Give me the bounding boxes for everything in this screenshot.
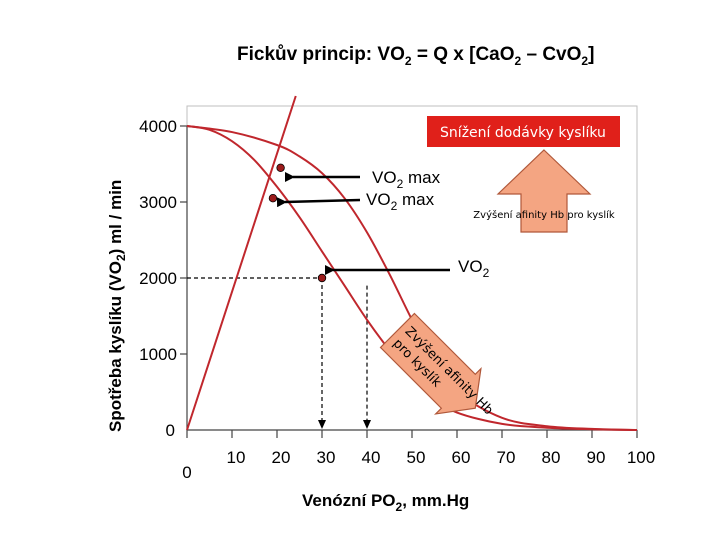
y-axis-label: Spotřeba kyslíku (VO2) ml / min [106, 180, 128, 432]
vertical-guide-arrowhead [318, 420, 326, 429]
x-tick-label: 30 [317, 448, 336, 467]
curve-increased-affinity [186, 125, 638, 431]
x-tick-label: 20 [272, 448, 291, 467]
reduced-delivery-box [427, 116, 620, 147]
y-tick-label: 3000 [139, 193, 177, 212]
x-tick-label: 60 [452, 448, 471, 467]
plot-area [186, 105, 638, 431]
curve-marker [317, 273, 327, 283]
curve-marker [268, 193, 278, 203]
x-axis-label: Venózní PO2, mm.Hg [302, 491, 469, 514]
chart-title: Fickův princip: VO2 = Q x [CaO2 – CvO2] [237, 44, 594, 68]
x-tick-label: 40 [362, 448, 381, 467]
x-tick-label: 100 [627, 448, 655, 467]
y-tick-label: 2000 [139, 269, 177, 288]
x-tick-label: 90 [587, 448, 606, 467]
curve-normal [186, 125, 638, 431]
x-tick-label: 10 [227, 448, 246, 467]
vo2max-pointer-2 [276, 197, 361, 208]
y-tick-label: 1000 [139, 345, 177, 364]
x-tick-label: 50 [407, 448, 426, 467]
x-tick-label: 0 [182, 463, 191, 482]
y-tick-label: 0 [166, 421, 175, 440]
increased-affinity-text: Zvýšení afinity Hb pro kyslík [473, 209, 615, 221]
affinity-up-arrow [496, 149, 592, 233]
x-tick-label: 80 [542, 448, 561, 467]
vo2max-label-1: VO2 max [372, 168, 441, 191]
x-tick-label: 70 [497, 448, 516, 467]
reduced-delivery-text: Snížení dodávky kyslíku [440, 125, 606, 141]
vo2-label: VO2 [458, 257, 490, 280]
y-tick-label: 4000 [139, 117, 177, 136]
vertical-guide-arrowhead [363, 420, 371, 429]
curve-marker [276, 163, 285, 172]
rotated-arrow-shape [379, 312, 482, 415]
curve-q-line [186, 95, 297, 431]
vo2max-label-2: VO2 max [366, 190, 435, 213]
